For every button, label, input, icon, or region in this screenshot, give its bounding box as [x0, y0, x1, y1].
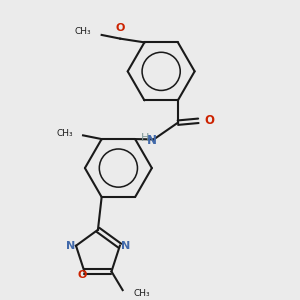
Text: O: O	[116, 23, 125, 33]
Text: O: O	[204, 114, 214, 127]
Text: O: O	[78, 270, 87, 280]
Text: N: N	[147, 134, 157, 147]
Text: CH₃: CH₃	[56, 129, 73, 138]
Text: CH₃: CH₃	[133, 289, 150, 298]
Text: H: H	[141, 133, 150, 142]
Text: N: N	[121, 241, 130, 251]
Text: N: N	[66, 241, 75, 251]
Text: CH₃: CH₃	[75, 28, 91, 37]
